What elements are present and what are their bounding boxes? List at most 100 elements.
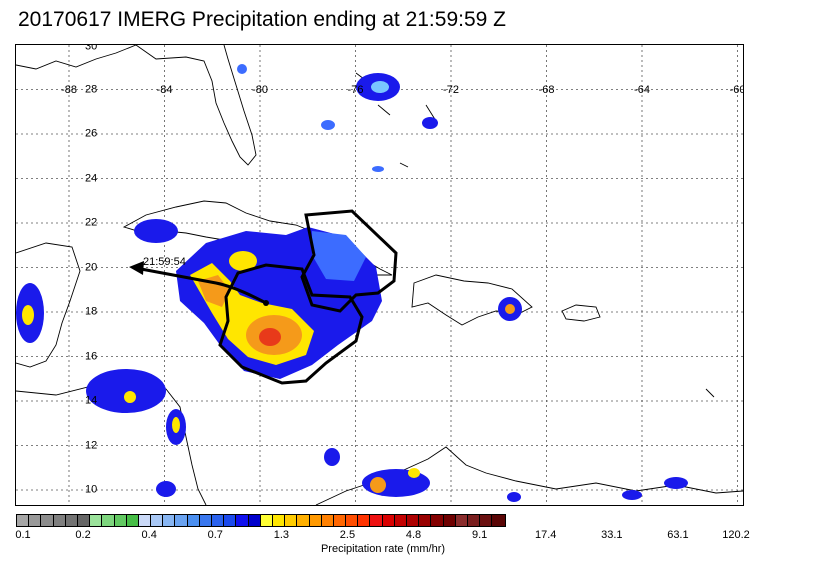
colorbar-swatch: [65, 515, 78, 526]
colorbar-swatch: [29, 515, 42, 526]
colorbar-label: Precipitation rate (mm/hr): [320, 543, 446, 555]
colorbar-tick-label: 1.3: [273, 529, 290, 541]
colorbar-swatch: [480, 515, 493, 526]
colorbar-swatch: [224, 515, 237, 526]
latitude-label: 22: [85, 216, 98, 229]
rain-cell-south-3: [507, 492, 521, 502]
rain-cell-bahamas-core: [371, 81, 389, 93]
map-title: 20170617 IMERG Precipitation ending at 2…: [18, 8, 506, 31]
latitude-label: 30: [85, 44, 98, 53]
colorbar-swatch: [455, 515, 468, 526]
rain-cell-honduras: [86, 369, 166, 413]
colorbar-swatch: [236, 515, 249, 526]
coastlines: [16, 45, 743, 505]
rain-cell-nicaragua-core: [172, 417, 180, 433]
colorbar-swatch: [467, 515, 481, 526]
rain-cell-venezuela-core-2: [408, 468, 420, 478]
colorbar-swatch: [163, 515, 176, 526]
colorbar-swatch: [138, 515, 152, 526]
storm-track-start-point: [263, 300, 269, 306]
latitude-label: 26: [85, 127, 98, 140]
latitude-label: 12: [85, 439, 98, 451]
colorbar-tick-label: 0.7: [207, 529, 223, 541]
colorbar-swatch: [126, 515, 139, 526]
colorbar-tick-label: 9.1: [471, 529, 488, 541]
longitude-label: -64: [634, 84, 650, 96]
rain-cell-south-2: [622, 490, 642, 500]
central-america-coastline: [16, 378, 207, 505]
gulf-coast: [16, 45, 137, 70]
longitude-label: -84: [156, 84, 173, 96]
main-system-red-core: [259, 328, 281, 346]
latitude-label: 28: [85, 83, 98, 95]
colorbar-swatch: [41, 515, 54, 526]
rain-cell-west-cuba: [134, 219, 178, 243]
rain-cell-yucatan-core: [22, 305, 34, 325]
colorbar-swatch: [199, 515, 212, 526]
colorbar-swatch: [77, 515, 91, 526]
colorbar-tick-label: 63.1: [667, 529, 689, 541]
rain-cell-south-1: [664, 477, 688, 489]
colorbar-swatch: [309, 515, 322, 526]
rain-cell-honduras-core: [124, 391, 136, 403]
main-system-blue-east: [312, 231, 366, 281]
colorbar-swatch: [114, 515, 127, 526]
map-canvas: 21:59:54: [16, 45, 743, 505]
storm-track-arrowhead: [129, 261, 144, 275]
storm-track-time-label: 21:59:54: [143, 256, 186, 268]
longitude-label: -80: [252, 84, 268, 96]
rain-cell-north-cuba: [229, 251, 257, 271]
colorbar-swatch: [443, 515, 456, 526]
colorbar-swatch: [260, 515, 273, 526]
colorbar-tick-label: 0.4: [141, 529, 157, 541]
colorbar-swatch: [175, 515, 188, 526]
storm-track: [129, 261, 269, 306]
rain-cell-hispaniola-core: [505, 304, 515, 314]
colorbar-tick-label: 120.2: [722, 529, 750, 541]
colorbar-swatch: [419, 515, 432, 526]
rain-cell-small-4: [372, 166, 384, 172]
latitude-label: 14: [85, 394, 98, 407]
rain-cell-venezuela-core-1: [370, 477, 386, 493]
colorbar-tick-label: 0.1: [15, 529, 31, 541]
storm-outline-main: [218, 263, 364, 385]
colorbar-swatch: [212, 515, 225, 526]
colorbar-swatch: [394, 515, 407, 526]
latitude-label: 24: [85, 172, 98, 184]
lat-lon-grid: [16, 45, 743, 505]
colorbar-tick-label: 33.1: [601, 529, 623, 541]
colorbar-tick-label: 17.4: [535, 529, 557, 541]
florida-coastline: [135, 45, 257, 166]
colorbar-swatch: [297, 515, 310, 526]
longitude-label: -72: [443, 84, 459, 96]
colorbar-swatch: [431, 515, 444, 526]
longitude-label: -88: [61, 84, 77, 96]
longitude-label: -60: [729, 84, 744, 96]
precipitation-map: 21:59:54 30 28 26 24 22 20 18 16 14 12 10 -88 -84 -8…: [15, 44, 744, 506]
latitude-label: 16: [85, 350, 98, 362]
colorbar-swatch: [346, 515, 359, 526]
latitude-label: 18: [85, 305, 98, 318]
storm-track-line: [140, 267, 267, 305]
longitude-label: -76: [347, 84, 364, 96]
precipitation-colorbar: [16, 514, 506, 527]
colorbar-swatch: [102, 515, 115, 526]
bahamas-islands: [355, 72, 715, 398]
colorbar-swatch: [151, 515, 164, 526]
rain-cell-small-2: [321, 120, 335, 130]
colorbar-swatch: [90, 515, 103, 526]
colorbar-swatch: [333, 515, 347, 526]
rain-cell-small-1: [422, 117, 438, 129]
colorbar-swatch: [492, 515, 505, 526]
colorbar-swatch: [370, 515, 383, 526]
storm-outlines: [218, 209, 398, 385]
colorbar-swatch: [285, 515, 298, 526]
colorbar-swatch: [248, 515, 261, 526]
colorbar-tick-label: 2.5: [339, 529, 356, 541]
puerto-rico-coastline: [561, 304, 601, 322]
colorbar-swatch: [187, 515, 200, 526]
colorbar-swatch: [407, 515, 420, 526]
colorbar-swatch: [321, 515, 334, 526]
colorbar-swatch: [17, 515, 30, 526]
colorbar-swatch: [272, 515, 286, 526]
